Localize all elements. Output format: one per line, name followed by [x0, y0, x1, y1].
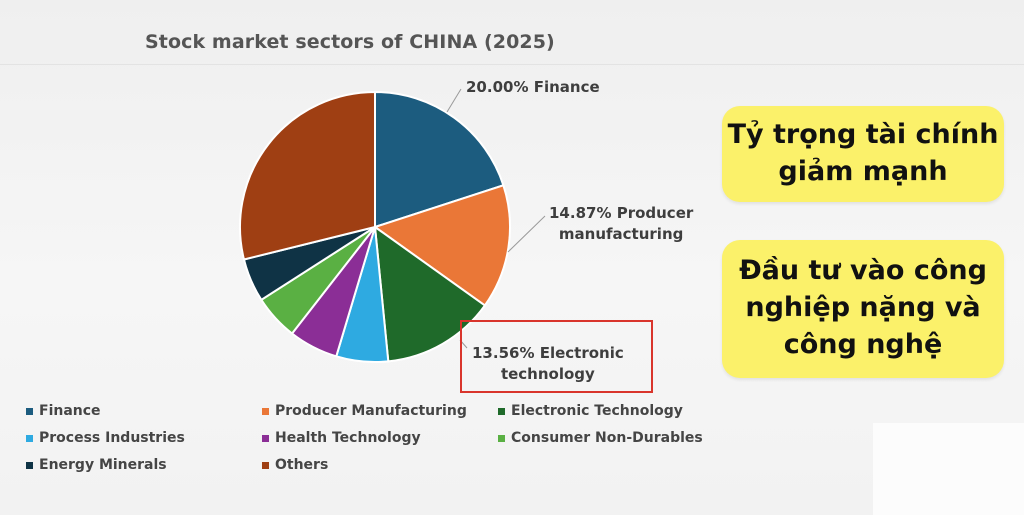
data-label-producer-line1: 14.87% Producer — [549, 204, 694, 222]
pie-slice-producer-manufacturing — [372, 184, 511, 307]
pie-slice-finance — [374, 90, 505, 229]
legend-swatch — [26, 434, 33, 442]
note-line: Đầu tư vào công — [739, 255, 987, 286]
note-investment: Đầu tư vào công nghiệp nặng và công nghệ — [722, 240, 1004, 378]
legend-label: Electronic Technology — [511, 403, 683, 419]
legend-item-energy-minerals: Energy Minerals — [26, 457, 167, 473]
note-line: Tỷ trọng tài chính — [727, 119, 999, 150]
legend-swatch — [26, 461, 33, 469]
legend-item-others: Others — [262, 457, 328, 473]
note-line: công nghệ — [783, 329, 943, 360]
highlight-box — [460, 320, 653, 393]
note-line: giảm mạnh — [778, 156, 948, 187]
leader-line-finance — [446, 88, 462, 113]
legend-item-consumer-non-durables: Consumer Non-Durables — [498, 430, 703, 446]
legend-item-finance: Finance — [26, 403, 101, 419]
data-label-finance: 20.00% Finance — [466, 77, 600, 98]
data-label-finance-text: 20.00% Finance — [466, 78, 600, 96]
data-label-producer: 14.87% Producer manufacturing — [549, 203, 693, 245]
data-label-electronic-line1: 13.56% Electronic — [472, 344, 624, 362]
divider — [0, 64, 1024, 65]
legend: Finance Producer Manufacturing Electroni… — [26, 399, 746, 489]
legend-label: Others — [275, 457, 329, 473]
legend-label: Health Technology — [275, 430, 421, 446]
legend-swatch — [262, 461, 269, 469]
data-label-producer-line2: manufacturing — [558, 225, 684, 243]
legend-swatch — [26, 407, 33, 415]
legend-label: Process Industries — [39, 430, 185, 446]
note-line: nghiệp nặng và — [745, 292, 981, 323]
leader-line-producer — [507, 215, 546, 253]
legend-label: Producer Manufacturing — [275, 403, 467, 419]
legend-label: Finance — [39, 403, 101, 419]
legend-label: Energy Minerals — [39, 457, 167, 473]
legend-label: Consumer Non-Durables — [511, 430, 703, 446]
legend-item-electronic-technology: Electronic Technology — [498, 403, 683, 419]
legend-item-health-technology: Health Technology — [262, 430, 421, 446]
legend-swatch — [262, 434, 269, 442]
legend-swatch — [498, 434, 505, 442]
note-finance-decline: Tỷ trọng tài chính giảm mạnh — [722, 106, 1004, 202]
blurred-corner — [873, 423, 1024, 515]
chart-title: Stock market sectors of CHINA (2025) — [145, 31, 555, 53]
legend-swatch — [498, 407, 505, 415]
pie-slice-others — [239, 90, 376, 261]
data-label-electronic-line2: technology — [500, 365, 595, 383]
legend-item-producer-manufacturing: Producer Manufacturing — [262, 403, 467, 419]
pie-slice-electronic-technology — [373, 224, 487, 363]
legend-swatch — [262, 407, 269, 415]
data-label-electronic: 13.56% Electronic technology — [472, 343, 624, 385]
legend-item-process-industries: Process Industries — [26, 430, 185, 446]
